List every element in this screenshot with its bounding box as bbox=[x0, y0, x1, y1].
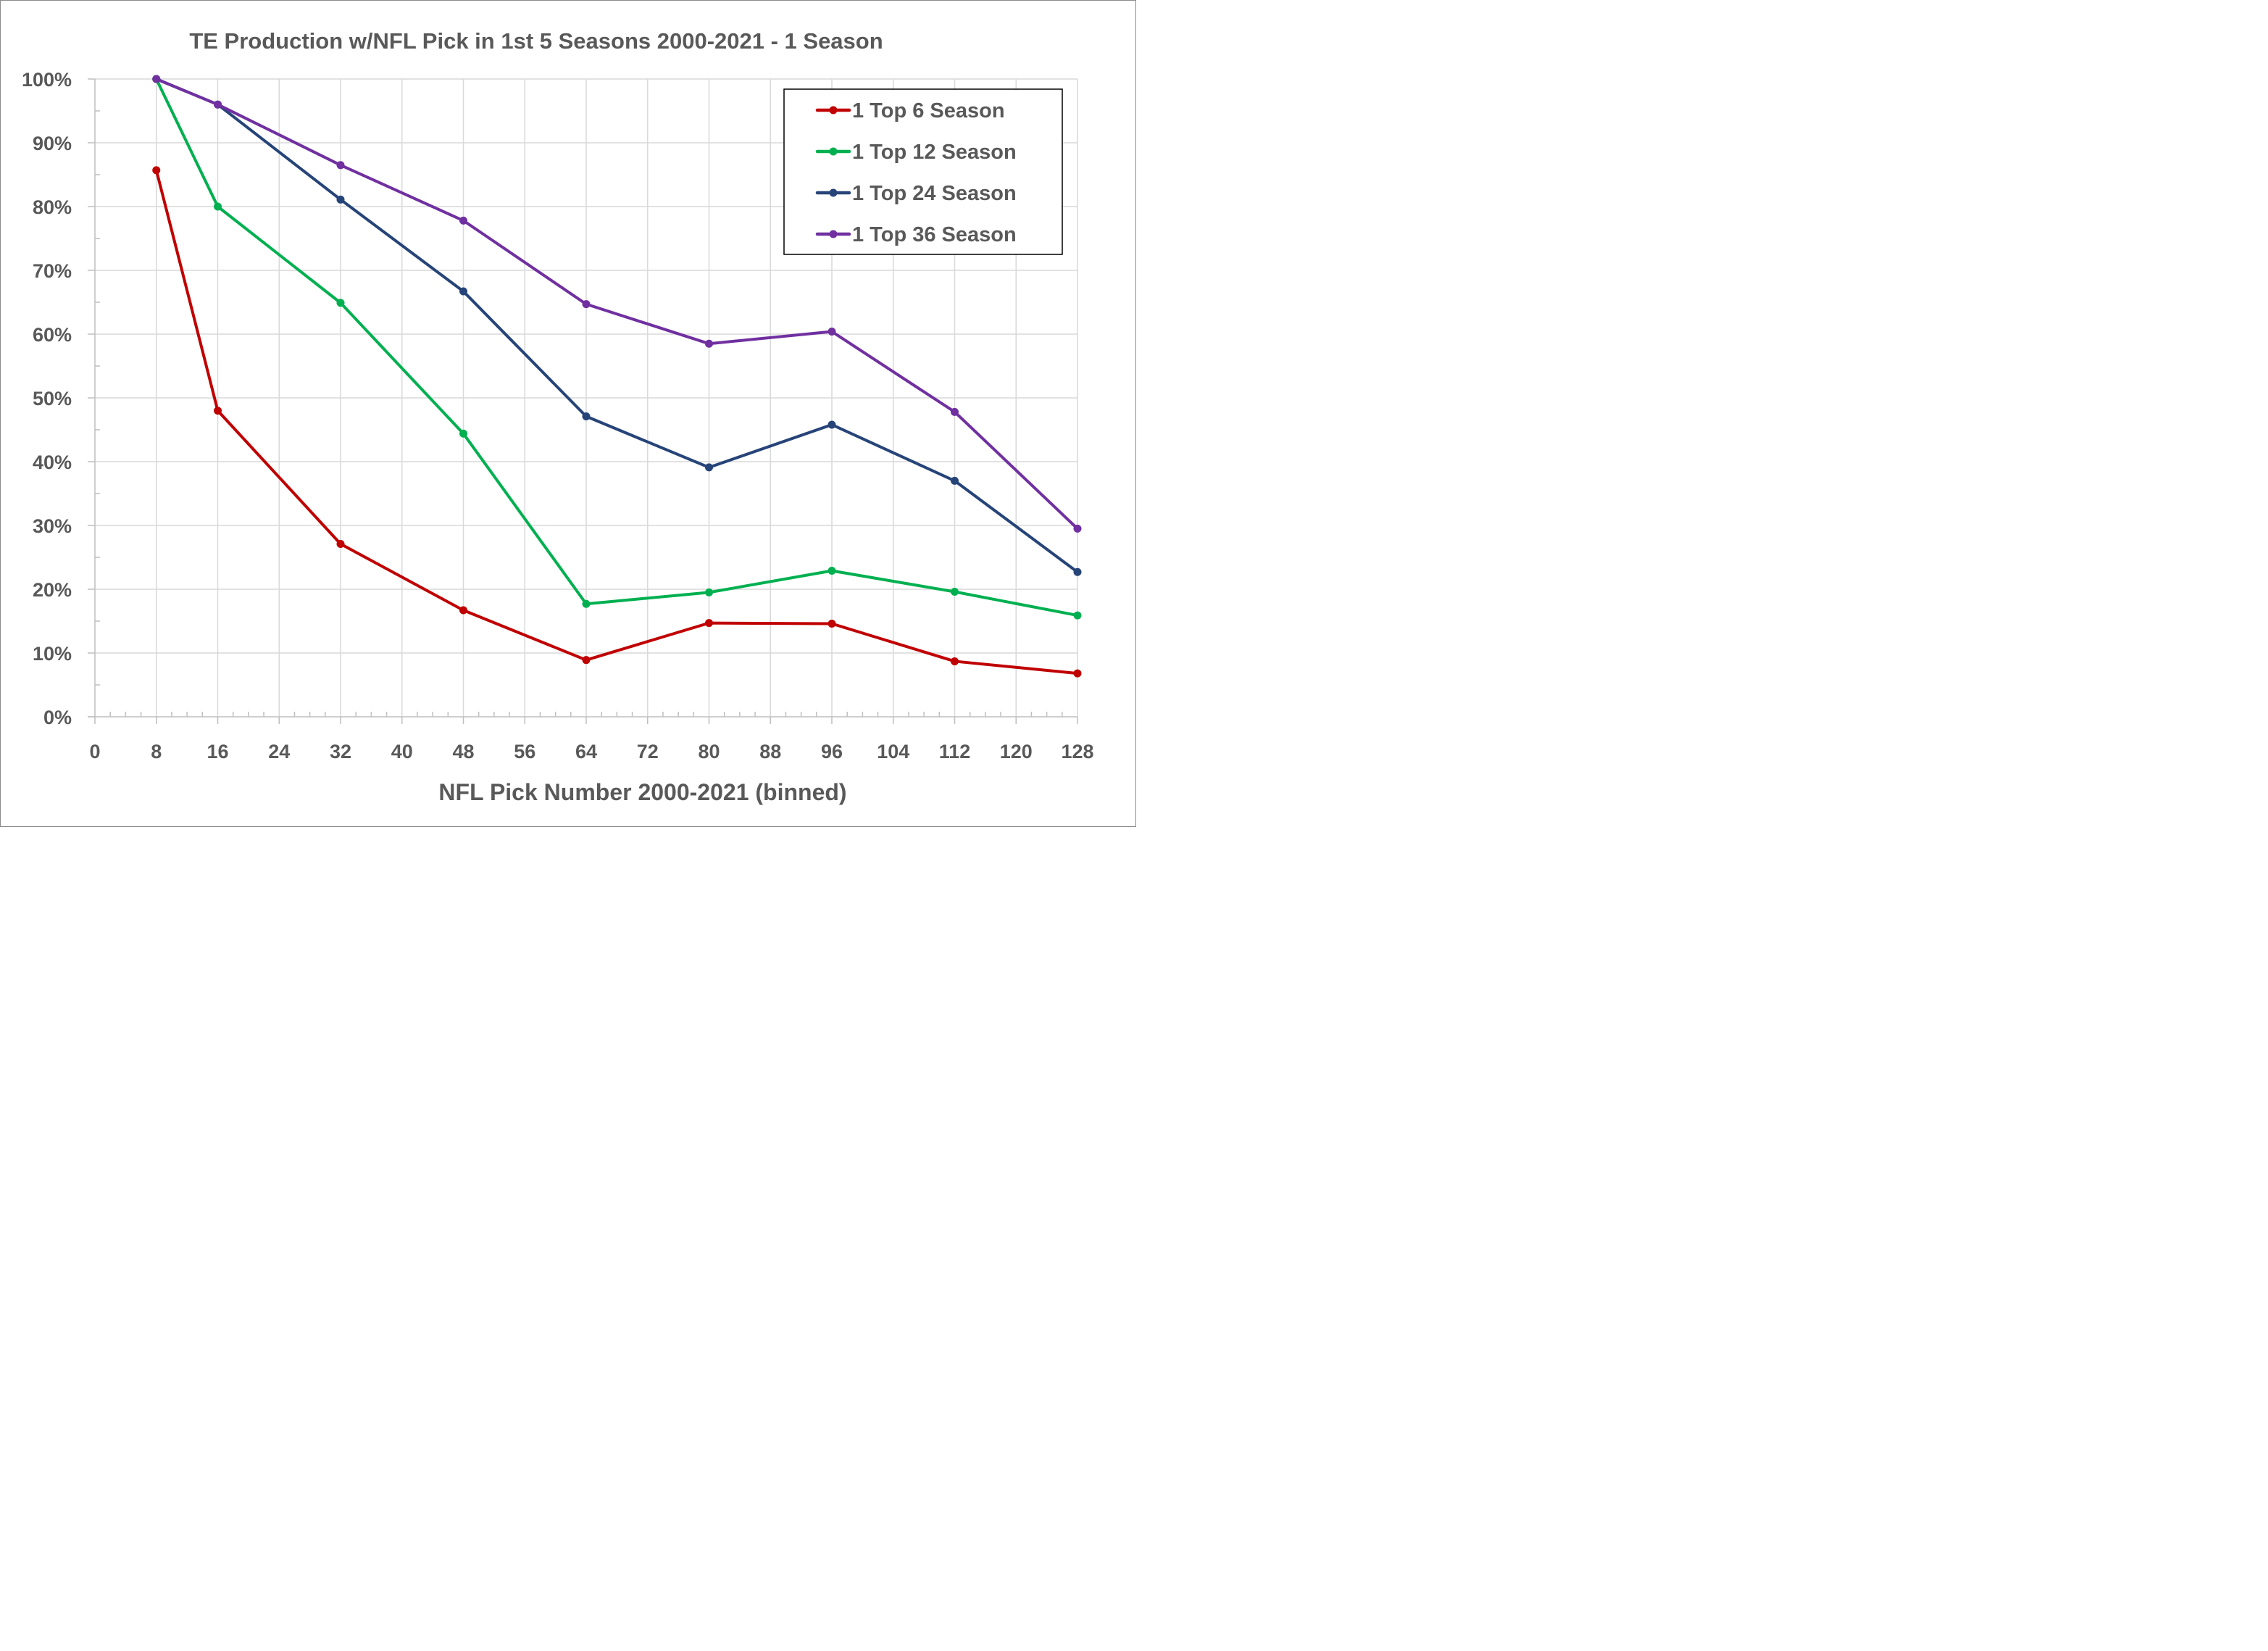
legend-label: 1 Top 12 Season bbox=[852, 141, 1017, 164]
legend: 1 Top 6 Season 1 Top 12 Season 1 Top 24 Se… bbox=[783, 88, 1063, 255]
y-tick-label: 50% bbox=[33, 388, 72, 409]
data-point bbox=[336, 299, 345, 307]
x-tick-label: 128 bbox=[1061, 741, 1093, 762]
x-tick-label: 32 bbox=[330, 741, 351, 762]
gridlines bbox=[95, 78, 1078, 717]
data-point bbox=[705, 339, 713, 348]
legend-label: 1 Top 6 Season bbox=[852, 99, 1005, 122]
y-tick-label: 80% bbox=[33, 196, 72, 218]
data-point bbox=[336, 195, 345, 204]
data-point bbox=[705, 619, 713, 628]
data-point bbox=[951, 407, 959, 416]
legend-label: 1 Top 36 Season bbox=[852, 223, 1017, 246]
data-point bbox=[459, 216, 467, 225]
x-tick-label: 112 bbox=[939, 741, 971, 762]
data-point bbox=[152, 166, 161, 175]
data-point bbox=[582, 300, 591, 309]
data-point bbox=[214, 407, 222, 415]
y-tick-label: 100% bbox=[22, 69, 72, 91]
y-tick-label: 60% bbox=[33, 324, 72, 346]
y-tick-label: 90% bbox=[33, 133, 72, 154]
data-point bbox=[1073, 669, 1082, 678]
line-chart: TE Production w/NFL Pick in 1st 5 Season… bbox=[22, 28, 1094, 805]
data-point bbox=[336, 161, 345, 170]
series-1-top-12-season bbox=[152, 75, 1082, 620]
chart-title: TE Production w/NFL Pick in 1st 5 Season… bbox=[189, 28, 883, 54]
y-tick-label: 40% bbox=[33, 452, 72, 473]
data-point bbox=[827, 566, 836, 575]
axes bbox=[88, 78, 1078, 724]
y-tick-label: 10% bbox=[33, 643, 72, 665]
data-point bbox=[705, 463, 713, 472]
data-point bbox=[1073, 567, 1082, 576]
y-tick-label: 30% bbox=[33, 515, 72, 537]
y-axis-ticks: 0% 10% 20% 30% 40% 50% 60% 70% 80% 90% 100% bbox=[22, 69, 72, 728]
data-point bbox=[827, 420, 836, 429]
x-tick-label: 96 bbox=[821, 741, 843, 762]
x-tick-label: 8 bbox=[151, 741, 162, 762]
x-tick-label: 56 bbox=[514, 741, 535, 762]
data-point bbox=[951, 657, 959, 665]
x-axis-ticks: 0 8 16 24 32 40 48 56 64 72 80 88 96 104 112 120 128 bbox=[89, 741, 1093, 762]
y-tick-label: 0% bbox=[43, 707, 72, 728]
data-point bbox=[582, 412, 591, 421]
x-tick-label: 80 bbox=[698, 741, 720, 762]
legend-dot-marker bbox=[829, 188, 838, 197]
x-tick-label: 16 bbox=[207, 741, 228, 762]
data-point bbox=[336, 540, 345, 549]
x-tick-label: 88 bbox=[759, 741, 781, 762]
legend-item: 1 Top 36 Season bbox=[815, 223, 1017, 246]
y-tick-label: 20% bbox=[33, 579, 72, 601]
series-lines bbox=[152, 75, 1082, 678]
y-tick-label: 70% bbox=[33, 260, 72, 282]
x-tick-label: 48 bbox=[452, 741, 474, 762]
data-point bbox=[459, 606, 467, 615]
legend-dot-marker bbox=[829, 106, 838, 115]
data-point bbox=[582, 656, 591, 665]
legend-dot-marker bbox=[829, 147, 838, 156]
legend-label: 1 Top 24 Season bbox=[852, 182, 1017, 205]
x-tick-label: 120 bbox=[1000, 741, 1033, 762]
legend-box bbox=[783, 88, 1063, 255]
data-point bbox=[152, 75, 161, 83]
x-tick-label: 104 bbox=[877, 741, 909, 762]
series-1-top-6-season bbox=[152, 166, 1082, 678]
x-axis-label: NFL Pick Number 2000-2021 (binned) bbox=[438, 779, 846, 805]
legend-dot-marker bbox=[829, 230, 838, 238]
data-point bbox=[705, 588, 713, 596]
data-point bbox=[1073, 611, 1082, 620]
legend-item: 1 Top 6 Season bbox=[815, 99, 1005, 122]
series-1-top-36-season bbox=[152, 75, 1082, 533]
x-tick-label: 40 bbox=[391, 741, 413, 762]
data-point bbox=[951, 588, 959, 596]
data-point bbox=[214, 202, 222, 211]
legend-item: 1 Top 12 Season bbox=[815, 141, 1017, 164]
data-point bbox=[827, 327, 836, 336]
data-point bbox=[1073, 524, 1082, 533]
data-point bbox=[582, 599, 591, 608]
data-point bbox=[214, 100, 222, 109]
x-tick-label: 72 bbox=[637, 741, 659, 762]
x-tick-label: 64 bbox=[575, 741, 597, 762]
data-point bbox=[459, 429, 467, 438]
data-point bbox=[459, 287, 467, 296]
x-tick-label: 0 bbox=[89, 741, 100, 762]
data-point bbox=[827, 620, 836, 628]
legend-item: 1 Top 24 Season bbox=[815, 182, 1017, 205]
x-tick-label: 24 bbox=[268, 741, 290, 762]
data-point bbox=[951, 476, 959, 485]
